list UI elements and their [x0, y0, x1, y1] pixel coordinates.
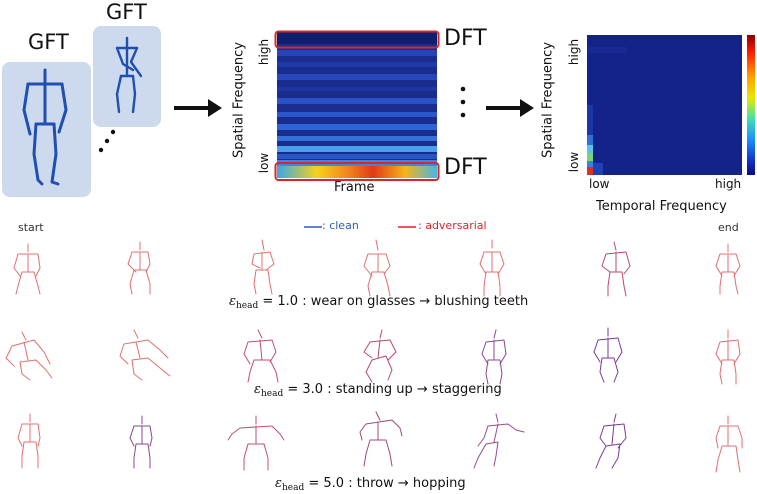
freq-map-heatmap — [587, 35, 742, 175]
ellipsis-dots-left — [98, 129, 116, 153]
legend-adversarial-line — [398, 226, 416, 228]
skeleton-sequence-row-1 — [13, 239, 741, 297]
sequence-end-label: end — [718, 221, 739, 234]
row3-frame-7 — [715, 415, 743, 473]
spectrum-ylabel: Spatial Frequency — [231, 41, 247, 159]
row3-frame-2 — [129, 415, 153, 469]
legend-clean-label: : clean — [322, 219, 359, 232]
freq-map-xlabel: Temporal Frequency — [596, 199, 727, 214]
row3-frame-4 — [359, 411, 403, 467]
row1-frame-7 — [715, 243, 741, 295]
arrow-right-icon-1 — [174, 99, 222, 117]
gft-label-left: GFT — [28, 30, 69, 54]
spectrum-y-low: low — [257, 152, 271, 174]
skeleton-large — [22, 68, 68, 186]
freq-map-y-high: high — [567, 38, 581, 66]
row1-frame-2 — [127, 241, 151, 295]
row1-frame-5 — [479, 239, 505, 297]
row2-frame-5 — [481, 329, 507, 385]
row2-frame-1 — [5, 331, 53, 381]
row2-frame-3 — [243, 329, 279, 383]
row-2-caption: εhead = 3.0 : standing up → staggering — [254, 382, 502, 399]
dft-highlight-boxes — [274, 30, 440, 181]
row2-frame-7 — [715, 329, 741, 385]
spectrum-heatmap — [277, 32, 437, 178]
dft-label-bottom: DFT — [444, 155, 487, 180]
row2-frame-4 — [363, 329, 397, 383]
gft-label-right: GFT — [106, 0, 147, 24]
freq-map-x-low: low — [589, 177, 610, 191]
row3-frame-1 — [17, 413, 41, 469]
row-1-caption: εhead = 1.0 : wear on glasses → blushing… — [229, 294, 529, 311]
row1-frame-3 — [251, 239, 275, 295]
row1-frame-1 — [13, 243, 41, 295]
freq-map-colorbar — [747, 35, 755, 175]
spectrum-xlabel: Frame — [334, 180, 375, 195]
sequence-start-label: start — [18, 221, 44, 234]
skeleton-sequence-row-2 — [5, 327, 741, 385]
freq-map-ylabel: Spatial Frequency — [540, 41, 556, 159]
freq-map-y-low: low — [567, 151, 581, 173]
freq-map-x-high: high — [715, 177, 742, 191]
dft-label-top: DFT — [444, 26, 487, 51]
skeleton-sequence-row-3 — [17, 411, 743, 473]
skeleton-small — [115, 36, 143, 114]
row-3-caption: εhead = 5.0 : throw → hopping — [275, 476, 466, 493]
row1-frame-4 — [363, 239, 391, 297]
row3-frame-6 — [595, 413, 627, 469]
arrow-right-icon-2 — [486, 99, 534, 117]
legend-adversarial-label: : adversarial — [418, 219, 487, 232]
ellipsis-dots-vertical — [460, 86, 466, 118]
row3-frame-5 — [473, 413, 525, 469]
row2-frame-2 — [119, 329, 171, 381]
spectrum-y-high: high — [257, 38, 271, 66]
row2-frame-6 — [593, 327, 623, 383]
row3-frame-3 — [227, 415, 285, 471]
row1-frame-6 — [601, 241, 631, 297]
legend-clean-line — [304, 226, 322, 228]
